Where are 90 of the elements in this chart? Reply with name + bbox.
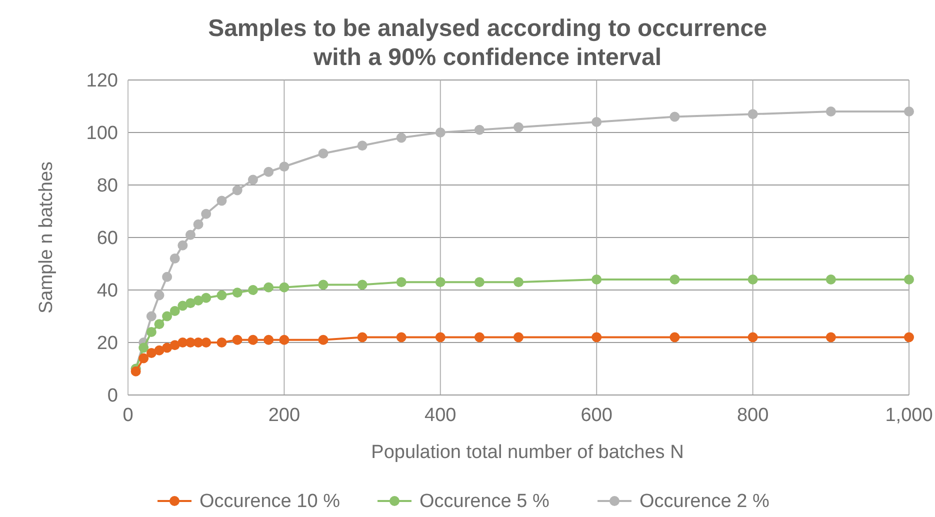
point (162, 342, 172, 353)
point (396, 332, 406, 342)
point (248, 334, 258, 345)
point (232, 288, 242, 298)
point (170, 340, 180, 350)
chart-title: Samples to be analysed according to occurrence with a 90% confidence interval (208, 15, 767, 71)
point (357, 332, 368, 342)
point (514, 122, 524, 132)
point (201, 292, 212, 303)
y-tick-label: 120 (86, 70, 118, 92)
point (435, 128, 446, 138)
point (130, 366, 141, 376)
x-tick-label: 400 (424, 405, 456, 426)
point (264, 166, 274, 177)
point (592, 117, 602, 127)
point (138, 353, 149, 364)
point (904, 332, 914, 342)
y-tick-label: 0 (107, 386, 118, 407)
point (592, 274, 602, 284)
point (185, 230, 196, 240)
point (264, 334, 274, 345)
point (435, 332, 446, 342)
y-tick-label: 100 (86, 123, 118, 144)
point (248, 285, 258, 295)
point (474, 332, 484, 342)
point (279, 282, 290, 292)
point (146, 348, 156, 358)
point (170, 306, 180, 316)
x-tick-label: 600 (580, 405, 612, 426)
point (264, 282, 274, 292)
x-tick-label: 800 (736, 405, 769, 426)
point (201, 208, 212, 219)
point (514, 277, 524, 288)
point (216, 196, 227, 206)
point (232, 185, 242, 196)
point (138, 342, 149, 353)
point (318, 148, 328, 158)
point (670, 332, 680, 342)
y-tick-label: 80 (96, 176, 118, 197)
y-tick-label: 60 (96, 228, 118, 250)
x-tick-label: 0 (122, 405, 134, 426)
point (904, 106, 914, 116)
point (162, 272, 172, 282)
point (154, 319, 164, 330)
point (216, 338, 227, 348)
point (170, 254, 180, 264)
point (435, 277, 446, 288)
x-tick-label: 200 (268, 405, 300, 426)
point (357, 140, 368, 151)
y-tick-label: 40 (96, 280, 118, 302)
point (474, 124, 484, 135)
point (670, 112, 680, 122)
point (396, 277, 406, 288)
point (318, 280, 328, 290)
point (318, 334, 328, 345)
point (154, 290, 164, 300)
point (357, 280, 368, 290)
point (146, 311, 156, 322)
point (185, 298, 196, 308)
point (162, 311, 172, 322)
point (193, 219, 204, 230)
point (396, 132, 406, 143)
point (216, 290, 227, 300)
point (826, 332, 836, 342)
legend-label: Occurence 2 % (640, 491, 770, 512)
x-tick-label: 1,000 (885, 405, 933, 426)
y-axis-title: Sample n batches (36, 161, 57, 314)
point (178, 240, 188, 250)
point (279, 162, 290, 172)
point (201, 338, 212, 348)
point (748, 274, 758, 284)
point (279, 334, 290, 345)
point (193, 296, 204, 306)
point (514, 332, 524, 342)
point (592, 332, 602, 342)
point (154, 345, 164, 356)
point (146, 327, 156, 337)
point (670, 274, 680, 284)
point (904, 274, 914, 284)
point (232, 334, 242, 345)
legend-label: Occurence 10 % (200, 491, 340, 512)
point (826, 106, 836, 116)
point (248, 174, 258, 185)
point (748, 332, 758, 342)
legend-label: Occurence 5 % (420, 491, 550, 512)
x-axis-title: Population total number of batches N (371, 442, 684, 463)
point (826, 274, 836, 284)
point (474, 277, 484, 288)
point (748, 109, 758, 120)
y-tick-label: 20 (96, 333, 118, 354)
